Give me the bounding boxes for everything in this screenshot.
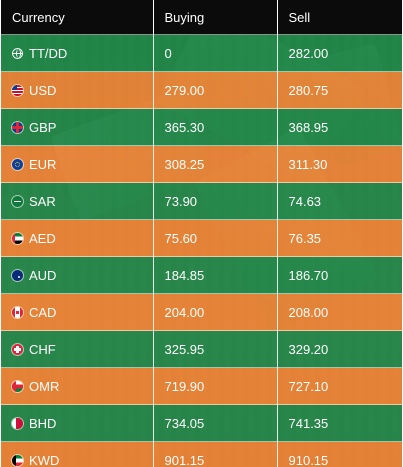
table-header-row: Currency Buying Sell <box>1 0 402 35</box>
table-row: CAD 204.00 208.00 <box>1 293 402 331</box>
table-row: GBP 365.30 368.95 <box>1 108 402 146</box>
currency-code: OMR <box>29 378 60 394</box>
currency-cell: BHD <box>1 404 154 442</box>
currency-label: CHF <box>12 342 153 357</box>
sell-rate-cell: 208.00 <box>277 293 402 331</box>
globe-icon <box>12 47 23 59</box>
currency-code: AUD <box>29 267 57 283</box>
buying-rate-cell: 75.60 <box>153 219 278 257</box>
sell-rate-cell: 741.35 <box>277 404 402 442</box>
sell-rate-cell: 186.70 <box>277 256 402 294</box>
buying-rate-cell: 365.30 <box>153 108 278 146</box>
buying-rate-cell: 279.00 <box>153 71 278 109</box>
buying-rate-cell: 0 <box>153 34 278 72</box>
currency-cell: KWD <box>1 441 154 467</box>
currency-cell: SAR <box>1 182 154 220</box>
sell-rate-cell: 910.15 <box>277 441 402 467</box>
currency-label: AED <box>12 231 153 246</box>
table-row: EUR 308.25 311.30 <box>1 145 402 183</box>
sell-rate-cell: 282.00 <box>277 34 402 72</box>
currency-code: EUR <box>29 156 57 172</box>
currency-code: USD <box>29 82 57 98</box>
currency-cell: TT/DD <box>1 34 154 72</box>
buying-rate-cell: 719.90 <box>153 367 278 405</box>
currency-label: GBP <box>12 120 153 135</box>
currency-label: OMR <box>12 379 153 394</box>
currency-code: SAR <box>29 193 56 209</box>
table-row: SAR 73.90 74.63 <box>1 182 402 220</box>
currency-label: CAD <box>12 305 153 320</box>
table-row: AUD 184.85 186.70 <box>1 256 402 294</box>
currency-label: BHD <box>12 416 153 431</box>
buying-rate-cell: 325.95 <box>153 330 278 368</box>
buying-rate-cell: 204.00 <box>153 293 278 331</box>
us-flag-icon <box>12 84 23 96</box>
ch-flag-icon <box>12 343 23 355</box>
currency-code: CAD <box>29 304 57 320</box>
buying-rate-cell: 901.15 <box>153 441 278 467</box>
buying-rate-cell: 308.25 <box>153 145 278 183</box>
currency-label: TT/DD <box>12 46 153 61</box>
currency-code: BHD <box>29 415 57 431</box>
currency-label: AUD <box>12 268 153 283</box>
currency-cell: GBP <box>1 108 154 146</box>
currency-cell: AUD <box>1 256 154 294</box>
sell-rate-cell: 74.63 <box>277 182 402 220</box>
currency-label: SAR <box>12 194 153 209</box>
bh-flag-icon <box>12 417 23 429</box>
table-row: AED 75.60 76.35 <box>1 219 402 257</box>
om-flag-icon <box>12 380 23 392</box>
currency-label: USD <box>12 83 153 98</box>
currency-cell: USD <box>1 71 154 109</box>
currency-code: KWD <box>29 452 60 467</box>
currency-cell: CHF <box>1 330 154 368</box>
currency-label: EUR <box>12 157 153 172</box>
ae-flag-icon <box>12 232 23 244</box>
currency-code: TT/DD <box>29 45 68 61</box>
currency-column-header: Currency <box>1 0 154 35</box>
sell-rate-cell: 329.20 <box>277 330 402 368</box>
table-row: OMR 719.90 727.10 <box>1 367 402 405</box>
currency-code: CHF <box>29 341 56 357</box>
currency-cell: CAD <box>1 293 154 331</box>
table-row: USD 279.00 280.75 <box>1 71 402 109</box>
sell-column-header: Sell <box>277 0 402 35</box>
sa-flag-icon <box>12 195 23 207</box>
currency-code: AED <box>29 230 56 246</box>
table-body: TT/DD 0 282.00 USD 279.00 280.75 GBP 365.30 368.… <box>1 34 402 467</box>
currency-code: GBP <box>29 119 57 135</box>
table-row: BHD 734.05 741.35 <box>1 404 402 442</box>
sell-rate-cell: 311.30 <box>277 145 402 183</box>
table-row: TT/DD 0 282.00 <box>1 34 402 72</box>
currency-cell: EUR <box>1 145 154 183</box>
au-flag-icon <box>12 269 23 281</box>
sell-rate-cell: 76.35 <box>277 219 402 257</box>
sell-rate-cell: 727.10 <box>277 367 402 405</box>
ca-flag-icon <box>12 306 23 318</box>
kw-flag-icon <box>12 454 23 466</box>
sell-rate-cell: 280.75 <box>277 71 402 109</box>
gb-flag-icon <box>12 121 23 133</box>
eu-flag-icon <box>12 158 23 170</box>
buying-rate-cell: 184.85 <box>153 256 278 294</box>
sell-rate-cell: 368.95 <box>277 108 402 146</box>
buying-rate-cell: 734.05 <box>153 404 278 442</box>
currency-label: KWD <box>12 453 153 467</box>
currency-cell: AED <box>1 219 154 257</box>
buying-column-header: Buying <box>153 0 278 35</box>
table-row: KWD 901.15 910.15 <box>1 441 402 467</box>
buying-rate-cell: 73.90 <box>153 182 278 220</box>
currency-cell: OMR <box>1 367 154 405</box>
table-row: CHF 325.95 329.20 <box>1 330 402 368</box>
